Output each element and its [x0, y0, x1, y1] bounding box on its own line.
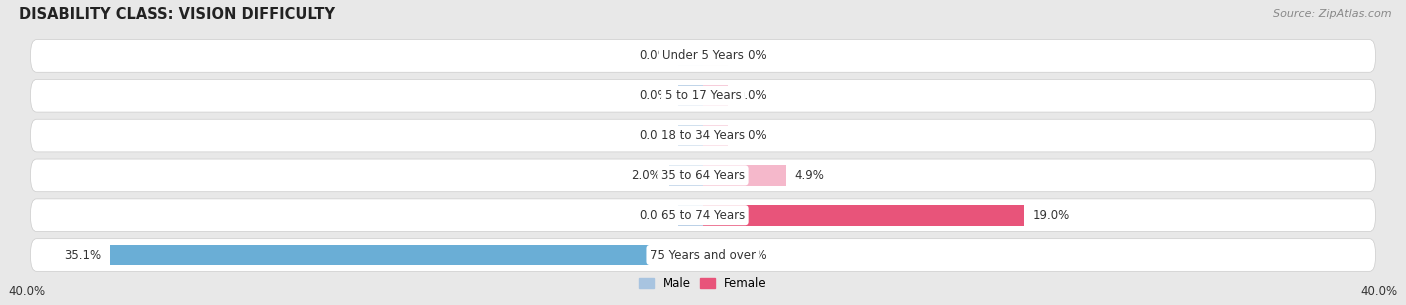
Bar: [669, 165, 703, 186]
Text: 65 to 74 Years: 65 to 74 Years: [661, 209, 745, 222]
FancyBboxPatch shape: [31, 199, 1375, 231]
Bar: [703, 125, 728, 146]
FancyBboxPatch shape: [31, 79, 1375, 112]
Text: 0.0%: 0.0%: [737, 49, 766, 63]
FancyBboxPatch shape: [31, 159, 1375, 192]
Text: 0.0%: 0.0%: [640, 209, 669, 222]
Text: DISABILITY CLASS: VISION DIFFICULTY: DISABILITY CLASS: VISION DIFFICULTY: [18, 7, 335, 22]
Text: 18 to 34 Years: 18 to 34 Years: [661, 129, 745, 142]
Bar: [678, 85, 703, 106]
Bar: [110, 245, 703, 265]
Bar: [678, 45, 703, 66]
Text: 0.0%: 0.0%: [737, 89, 766, 102]
Bar: [703, 245, 728, 265]
Bar: [703, 165, 786, 186]
Legend: Male, Female: Male, Female: [634, 273, 772, 295]
Text: 0.0%: 0.0%: [737, 129, 766, 142]
Bar: [703, 45, 728, 66]
Bar: [703, 85, 728, 106]
FancyBboxPatch shape: [31, 119, 1375, 152]
Bar: [703, 205, 1024, 225]
Text: 35 to 64 Years: 35 to 64 Years: [661, 169, 745, 182]
Text: 0.0%: 0.0%: [640, 49, 669, 63]
Bar: [678, 125, 703, 146]
Text: Under 5 Years: Under 5 Years: [662, 49, 744, 63]
FancyBboxPatch shape: [31, 239, 1375, 271]
Text: 35.1%: 35.1%: [65, 249, 101, 261]
Text: 0.0%: 0.0%: [640, 89, 669, 102]
FancyBboxPatch shape: [31, 40, 1375, 72]
Bar: [678, 205, 703, 225]
Text: 75 Years and over: 75 Years and over: [650, 249, 756, 261]
Text: 2.0%: 2.0%: [631, 169, 661, 182]
Text: 5 to 17 Years: 5 to 17 Years: [665, 89, 741, 102]
Text: 0.0%: 0.0%: [640, 129, 669, 142]
Text: Source: ZipAtlas.com: Source: ZipAtlas.com: [1274, 9, 1392, 19]
Text: 0.0%: 0.0%: [737, 249, 766, 261]
Text: 19.0%: 19.0%: [1032, 209, 1070, 222]
Text: 4.9%: 4.9%: [794, 169, 824, 182]
